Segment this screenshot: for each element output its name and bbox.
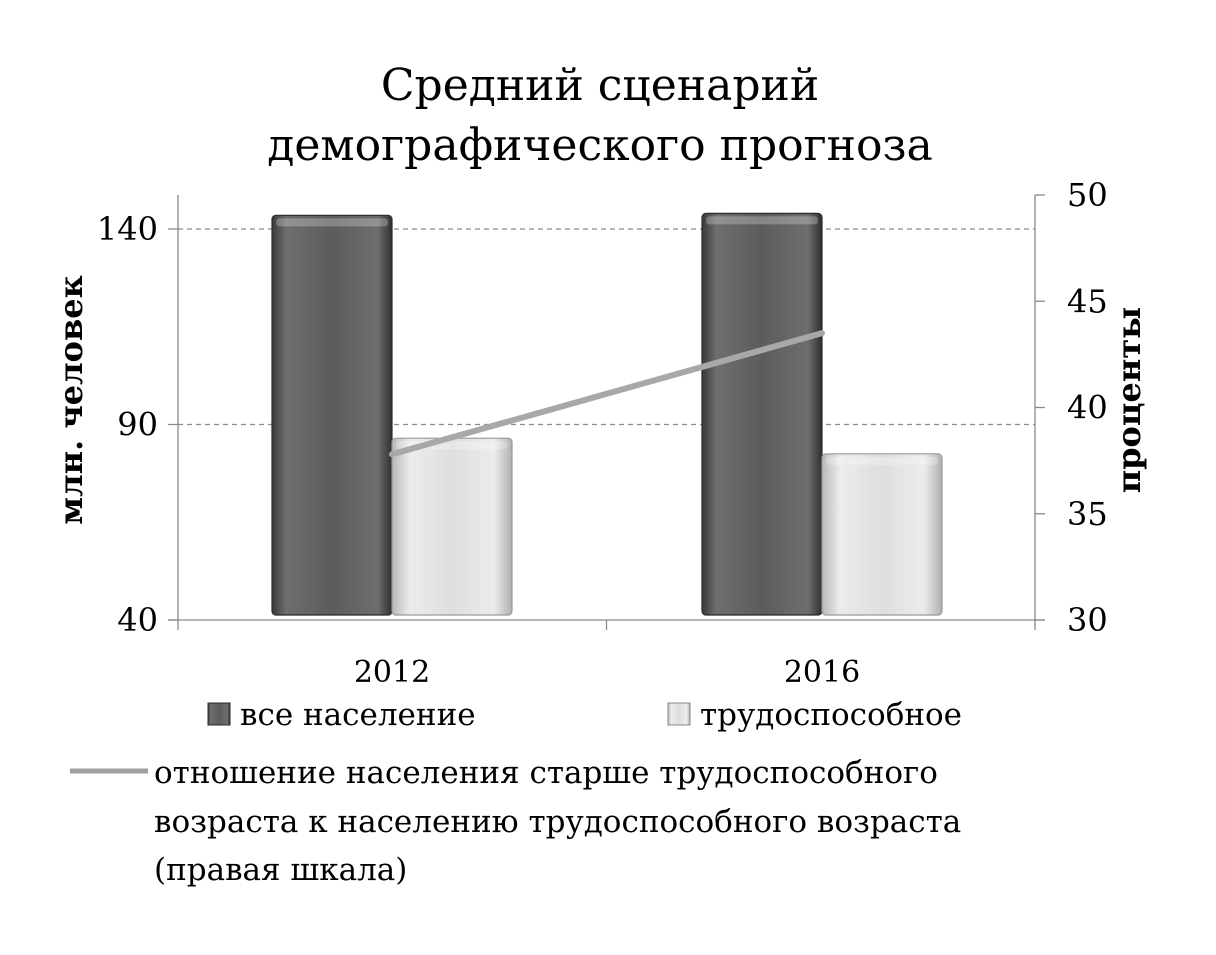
- bar-working-age-2016: [821, 453, 943, 616]
- left-tick-label: 140: [97, 210, 158, 248]
- bar-all-population-2016: [701, 212, 823, 616]
- right-tick-label: 30: [1067, 601, 1108, 639]
- right-tick-label: 50: [1067, 176, 1108, 214]
- legend-label-ratio-line-2: возраста к населению трудоспособного воз…: [154, 804, 961, 840]
- left-tick-label: 90: [117, 406, 158, 444]
- line-series: [389, 330, 825, 458]
- left-tick-label: 40: [117, 601, 158, 639]
- legend-label-ratio-line-3: (правая шкала): [154, 852, 407, 888]
- bar-all-population-2012: [271, 214, 393, 616]
- left-axis-title: млн. человек: [52, 275, 90, 524]
- ratio-line: [389, 330, 825, 458]
- legend: все население трудоспособное отношение н…: [70, 697, 962, 888]
- chart-title-line-2: демографического прогноза: [267, 120, 932, 171]
- chart-title-line-1: Средний сценарий: [381, 60, 819, 111]
- grid: [168, 194, 1045, 630]
- legend-label-all-population: все население: [240, 697, 476, 733]
- tick-labels: 40 90 140 30 35 40 45 50 2012 2016: [97, 176, 1108, 690]
- legend-swatch-working-age: [667, 702, 691, 726]
- category-label-2016: 2016: [784, 655, 860, 690]
- bars: [271, 212, 943, 616]
- bar-bevel: [706, 216, 818, 225]
- category-label-2012: 2012: [354, 655, 430, 690]
- bar-working-age-2012: [391, 437, 513, 616]
- right-tick-label: 40: [1067, 389, 1108, 427]
- bar-bevel: [276, 218, 388, 227]
- right-tick-label: 45: [1067, 282, 1108, 320]
- right-tick-label: 35: [1067, 495, 1108, 533]
- legend-label-ratio-line-1: отношение населения старше трудоспособно…: [154, 755, 938, 791]
- legend-label-working-age: трудоспособное: [700, 697, 962, 733]
- right-axis-title: проценты: [1110, 307, 1148, 493]
- legend-swatch-all-population: [207, 702, 231, 726]
- bar-bevel: [826, 456, 938, 465]
